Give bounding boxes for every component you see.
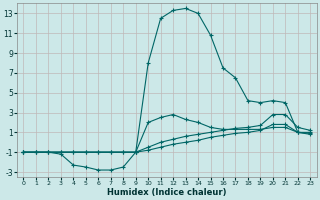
X-axis label: Humidex (Indice chaleur): Humidex (Indice chaleur) — [107, 188, 227, 197]
